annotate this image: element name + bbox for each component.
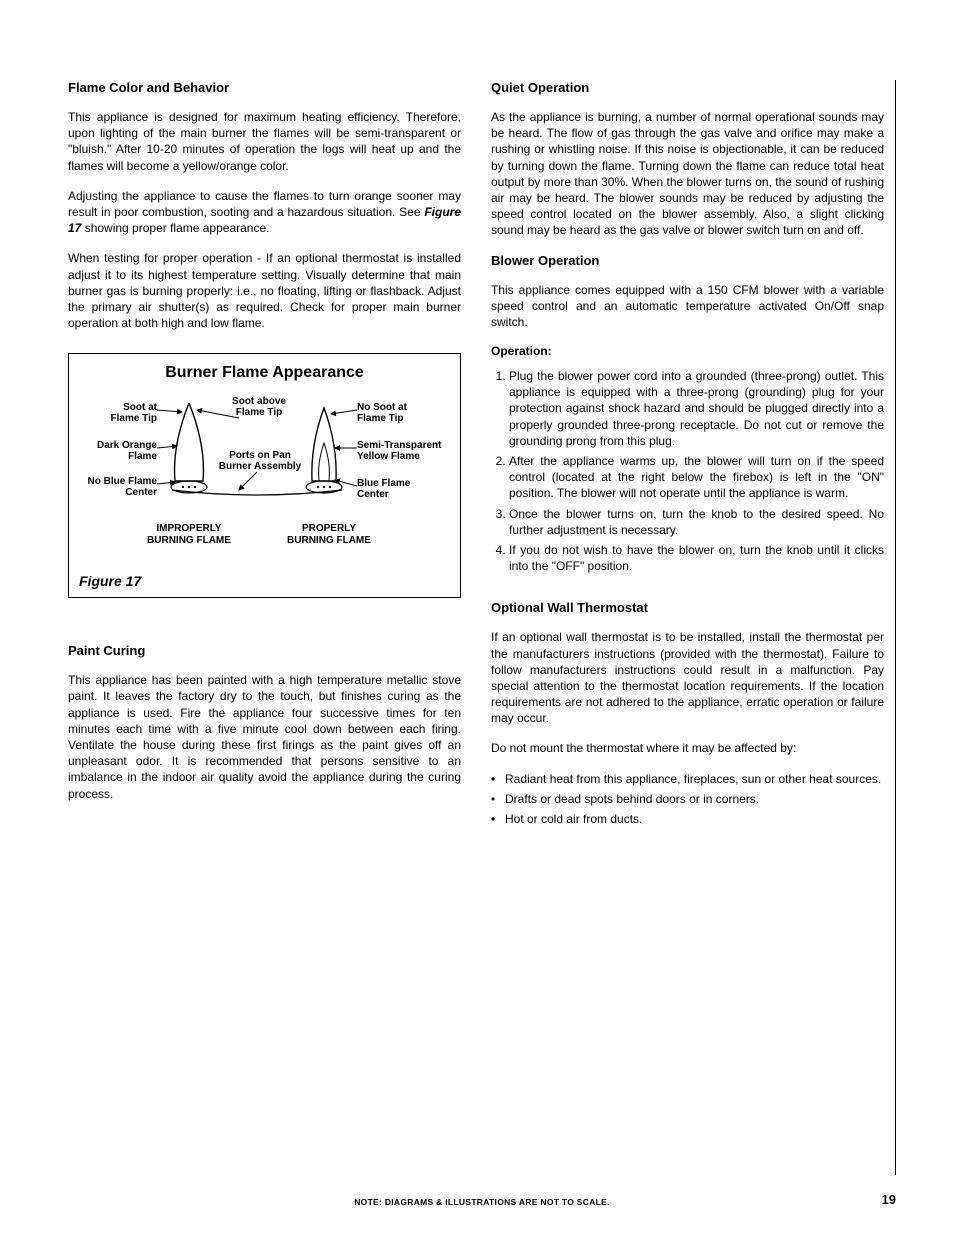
right-column: Quiet Operation As the appliance is burn… [491,80,896,831]
flame-diagram: Soot atFlame Tip Dark OrangeFlame No Blu… [79,398,450,563]
para-flame-3: When testing for proper operation - If a… [68,250,461,331]
list-item: Plug the blower power cord into a ground… [509,368,884,449]
para-thermostat-1: If an optional wall thermostat is to be … [491,629,884,726]
list-item: Drafts or dead spots behind doors or in … [491,791,884,807]
label-operation: Operation: [491,344,884,358]
heading-flame-color: Flame Color and Behavior [68,80,461,95]
figure-caption: Figure 17 [79,573,450,589]
para-flame-2: Adjusting the appliance to cause the fla… [68,188,461,237]
para-quiet-op: As the appliance is burning, a number of… [491,109,884,239]
para-paint-curing: This appliance has been painted with a h… [68,672,461,802]
para-flame-1: This appliance is designed for maximum h… [68,109,461,174]
thermostat-avoid-list: Radiant heat from this appliance, firepl… [491,771,884,828]
left-column: Flame Color and Behavior This appliance … [68,80,461,831]
label-proper-burning: PROPERLYBURNING FLAME [269,523,389,547]
para-blower-intro: This appliance comes equipped with a 150… [491,282,884,331]
list-item: Hot or cold air from ducts. [491,811,884,827]
label-improper-burning: IMPROPERLYBURNING FLAME [129,523,249,547]
para-thermostat-2: Do not mount the thermostat where it may… [491,740,884,756]
para-flame-2b: showing proper flame appearance. [81,221,269,235]
list-item: Once the blower turns on, turn the knob … [509,506,884,538]
heading-paint-curing: Paint Curing [68,643,461,658]
two-column-layout: Flame Color and Behavior This appliance … [68,80,896,831]
list-item: Radiant heat from this appliance, firepl… [491,771,884,787]
list-item: After the appliance warms up, the blower… [509,453,884,502]
list-item: If you do not wish to have the blower on… [509,542,884,574]
footer-note: NOTE: DIAGRAMS & ILLUSTRATIONS ARE NOT T… [98,1197,866,1207]
page-number: 19 [866,1192,896,1207]
para-flame-2a: Adjusting the appliance to cause the fla… [68,189,461,219]
heading-blower-op: Blower Operation [491,253,884,268]
figure-title: Burner Flame Appearance [79,364,450,382]
heading-wall-thermostat: Optional Wall Thermostat [491,600,884,615]
operation-steps-list: Plug the blower power cord into a ground… [491,368,884,574]
page-footer: NOTE: DIAGRAMS & ILLUSTRATIONS ARE NOT T… [68,1192,896,1207]
leader-lines [79,398,459,508]
figure-17-box: Burner Flame Appearance [68,353,461,598]
heading-quiet-op: Quiet Operation [491,80,884,95]
page-right-rule [895,80,896,1175]
